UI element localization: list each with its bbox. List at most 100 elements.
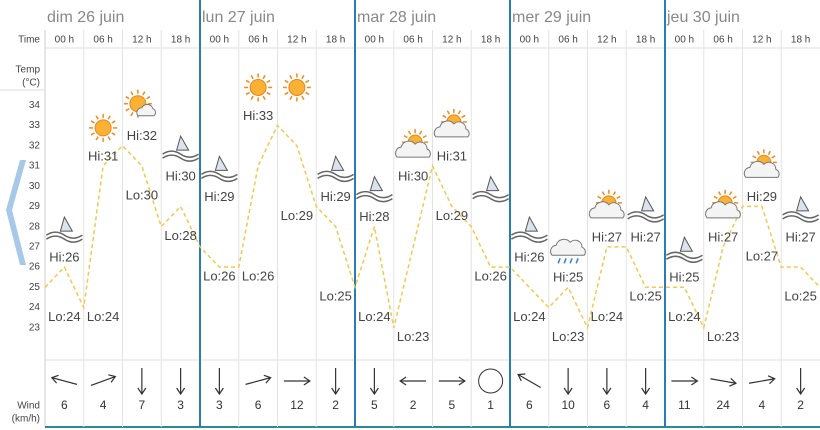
- rain-drop: [563, 258, 567, 264]
- wind-speed: 12: [290, 398, 304, 412]
- wind-arrow: [710, 377, 737, 387]
- sun-ray: [407, 130, 412, 135]
- cloud: [550, 238, 586, 256]
- sun-ray: [284, 91, 289, 96]
- weather-icon: [782, 195, 820, 223]
- sun-ray: [728, 191, 733, 196]
- time-label: 12 h: [752, 35, 771, 46]
- weather-icon: [627, 195, 665, 223]
- rain-drop: [569, 258, 573, 264]
- weather-icon: [665, 236, 703, 264]
- wind-head: [767, 375, 776, 385]
- wave: [472, 190, 510, 203]
- wind-speed: 11: [678, 398, 691, 412]
- y-tick-label: 30: [29, 181, 41, 192]
- time-label: 18 h: [481, 35, 500, 46]
- y-tick-label: 29: [29, 201, 41, 212]
- wind-arrow: [137, 368, 147, 396]
- hi-label: Hi:33: [243, 108, 273, 123]
- lo-label: Lo:26: [242, 269, 275, 284]
- sun-ray: [125, 108, 130, 112]
- hi-label: Hi:26: [514, 250, 544, 265]
- sun-ray: [111, 132, 116, 136]
- wind-head: [602, 387, 612, 396]
- sun-ray: [130, 91, 134, 96]
- lo-label: Lo:23: [552, 329, 585, 344]
- weather-icon: [45, 215, 83, 243]
- lo-label: Lo:23: [707, 329, 740, 344]
- y-tick-label: 23: [29, 322, 41, 333]
- lo-label: Lo:25: [784, 289, 817, 304]
- sail: [485, 175, 500, 192]
- wave: [317, 170, 355, 183]
- time-label: 00 h: [210, 35, 229, 46]
- scroll-left[interactable]: [6, 160, 26, 265]
- y-tick-label: 33: [29, 120, 41, 131]
- weather-icon: [550, 238, 586, 264]
- lo-label: Lo:24: [358, 309, 391, 324]
- sun-ray: [717, 191, 722, 196]
- hi-label: Hi:30: [165, 169, 195, 184]
- time-label: 06 h: [403, 35, 422, 46]
- wind-speed: 5: [449, 398, 456, 412]
- sun-ray: [289, 74, 293, 80]
- time-label: 18 h: [791, 35, 810, 46]
- wind-arrow: [641, 368, 651, 396]
- wind-head: [691, 376, 699, 386]
- lo-label: Lo:24: [513, 309, 546, 324]
- wave: [627, 211, 665, 223]
- sun: [249, 78, 267, 96]
- y-tick-label: 26: [29, 262, 41, 273]
- lo-label: Lo:24: [591, 309, 624, 324]
- wind-speed: 6: [255, 398, 262, 412]
- sun-ray: [305, 91, 310, 96]
- sail: [175, 134, 190, 151]
- lo-label: Lo:29: [281, 208, 314, 223]
- wind-shaft: [748, 378, 775, 384]
- wind-speed: 6: [604, 398, 611, 412]
- sun-ray: [305, 79, 310, 84]
- wind-head: [369, 387, 379, 396]
- sail: [369, 175, 384, 192]
- wind-arrow: [176, 368, 186, 396]
- sun-ray: [771, 155, 776, 159]
- weather-icon: [123, 89, 156, 118]
- wind-calm: [478, 368, 504, 394]
- wave: [355, 190, 393, 203]
- weather-icon: [244, 73, 273, 102]
- sun-ray: [107, 115, 111, 120]
- day-label: jeu 30 juin: [666, 9, 740, 26]
- lo-label: Lo:24: [668, 309, 701, 324]
- sun-ray: [301, 74, 305, 80]
- cloud: [136, 104, 156, 117]
- day-label: dim 26 juin: [47, 9, 124, 26]
- hi-label: Hi:25: [669, 270, 699, 285]
- wind-head: [458, 376, 466, 386]
- hi-label: Hi:29: [204, 189, 234, 204]
- weather-icon: [510, 215, 548, 243]
- temp-label: Temp: [16, 65, 41, 76]
- wind-speed: 2: [797, 398, 804, 412]
- sun-ray: [284, 79, 289, 84]
- lo-label: Lo:25: [319, 289, 352, 304]
- day-label: mar 28 juin: [357, 9, 436, 26]
- weather-icon: [433, 108, 470, 138]
- sun: [94, 119, 112, 137]
- wind-arrow: [283, 376, 311, 386]
- time-label: Time: [18, 35, 40, 46]
- y-tick-label: 28: [29, 221, 41, 232]
- time-label: 12 h: [132, 35, 151, 46]
- time-label: 12 h: [442, 35, 461, 46]
- wind-arrow: [90, 374, 117, 387]
- sun-ray: [756, 150, 761, 155]
- lo-label: Lo:26: [474, 269, 507, 284]
- hi-label: Hi:26: [49, 250, 79, 265]
- day-label: mer 29 juin: [512, 9, 591, 26]
- wind-head: [563, 387, 573, 396]
- sun-ray: [95, 136, 99, 141]
- wind-head: [517, 373, 526, 382]
- weather-icon: [317, 155, 355, 183]
- hi-label: Hi:29: [320, 189, 350, 204]
- sun-ray: [752, 155, 757, 159]
- weather-icon: [395, 129, 431, 158]
